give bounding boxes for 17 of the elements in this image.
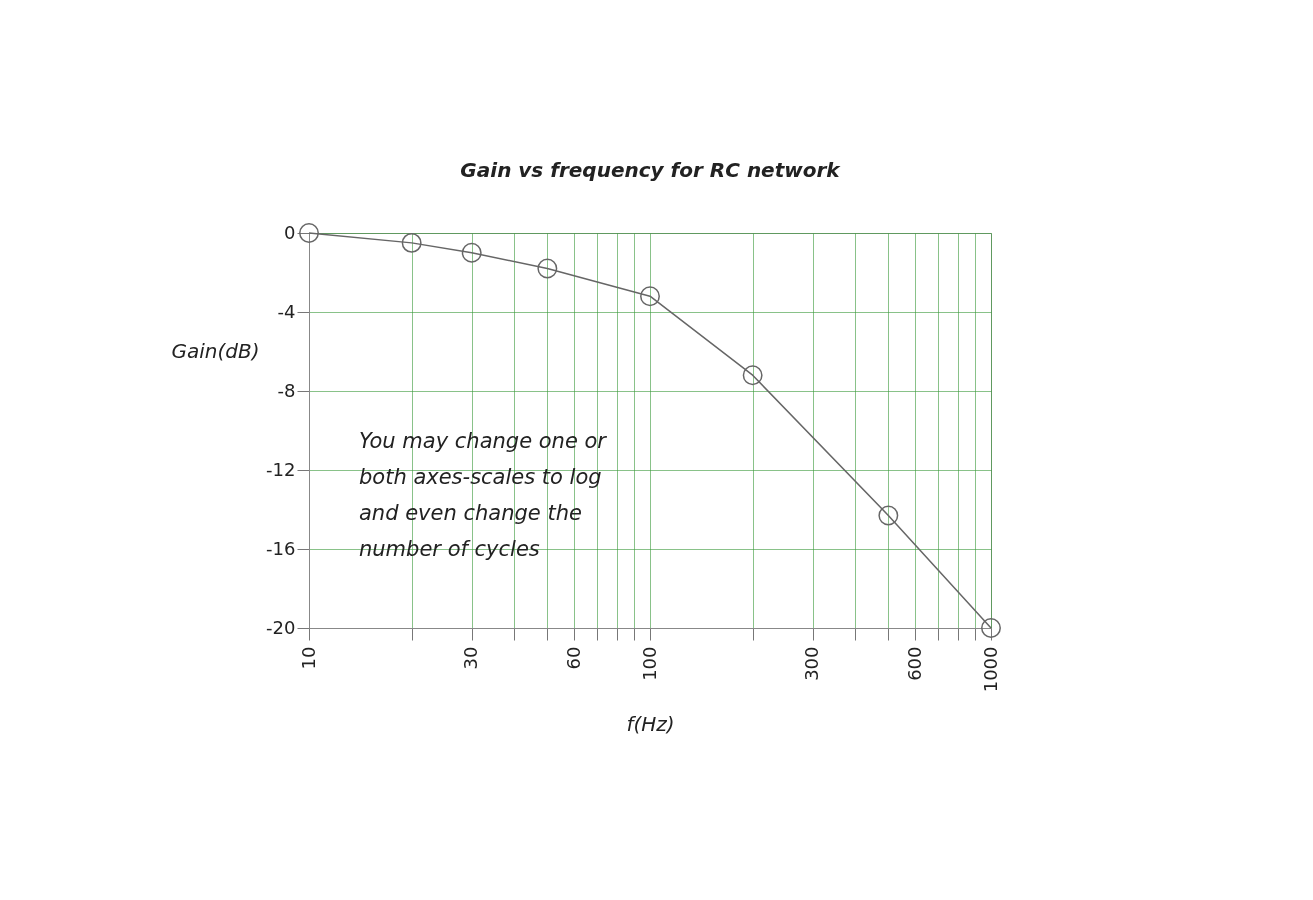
annotation: You may change one or both axes-scales to log and even change the number of cycles — [359, 429, 608, 561]
chart-title: Gain vs frequency for RC network — [460, 157, 842, 182]
x-tick-label: 600 — [903, 646, 925, 681]
x-tick-label: 100 — [638, 646, 660, 681]
x-tick-label: 60 — [562, 646, 584, 670]
x-tick-label: 30 — [460, 646, 482, 670]
y-tick-label: -8 — [277, 379, 296, 401]
x-tick-label: 300 — [801, 646, 823, 681]
y-tick-label: -12 — [266, 458, 296, 480]
x-tick-label: 1000 — [979, 646, 1001, 693]
y-axis-title: Gain(dB) — [171, 338, 260, 363]
y-tick-label: -16 — [266, 537, 296, 559]
y-tick-label: -20 — [266, 616, 296, 638]
x-tick-label: 10 — [297, 646, 319, 670]
y-tick-label: 0 — [284, 221, 296, 243]
y-tick-label: -4 — [277, 300, 296, 322]
x-axis-title: f(Hz) — [626, 711, 675, 736]
